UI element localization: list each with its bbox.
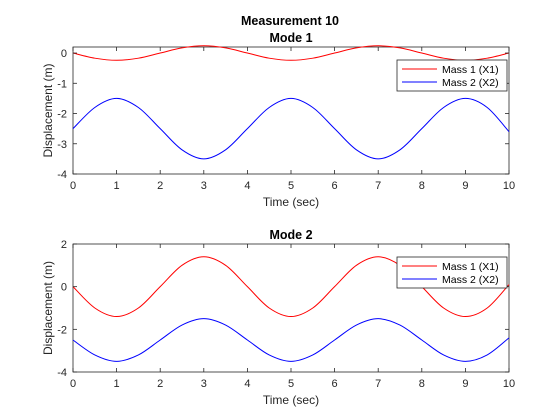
x-tick-label: 7: [375, 378, 381, 390]
y-axis-label: Displacement (m): [41, 261, 55, 355]
x-tick-label: 6: [332, 378, 338, 390]
series-line-2: [72, 97, 510, 160]
x-tick-label: 1: [114, 378, 120, 390]
x-tick-label: 7: [375, 180, 381, 192]
series-line-2: [72, 318, 510, 362]
legend-label: Mass 2 (X2): [442, 274, 499, 286]
x-tick-label: 0: [70, 180, 76, 192]
x-tick-label: 8: [419, 378, 425, 390]
x-tick-label: 2: [157, 378, 163, 390]
legend-label: Mass 1 (X1): [442, 64, 499, 76]
x-tick-label: 10: [503, 180, 515, 192]
y-tick-label: -2: [57, 109, 67, 121]
x-tick-label: 9: [462, 378, 468, 390]
x-tick-label: 4: [244, 180, 250, 192]
legend: Mass 1 (X1)Mass 2 (X2): [396, 59, 508, 92]
x-tick-label: 5: [288, 378, 294, 390]
x-axis-label: Time (sec): [263, 393, 319, 407]
x-axis-label: Time (sec): [263, 195, 319, 209]
x-tick-label: 10: [503, 378, 515, 390]
axes-mode-2: Mode 2 0 1 2 3 4 5 6 7 8 9 10 2 0 -2 -4 Time (sec) Displa…: [41, 228, 515, 407]
y-tick-label: -3: [57, 139, 67, 151]
y-tick-label: -1: [57, 78, 67, 90]
x-tick-label: 1: [114, 180, 120, 192]
x-tick-label: 4: [244, 378, 250, 390]
x-tick-label: 5: [288, 180, 294, 192]
y-axis-label: Displacement (m): [41, 63, 55, 157]
axes-mode-1: Mode 1 0 1 2 3 4 5 6 7 8 9 10 0 -1 -2 -3 -4 Time (sec) Dis…: [41, 31, 515, 209]
x-tick-label: 2: [157, 180, 163, 192]
figure-suptitle: Measurement 10: [241, 14, 339, 28]
subplot-title: Mode 1: [269, 31, 312, 45]
series-line-1: [72, 45, 510, 61]
series-line-1: [72, 256, 510, 318]
legend-box: [396, 256, 508, 289]
y-tick-label: 2: [61, 239, 67, 251]
x-tick-label: 3: [201, 378, 207, 390]
legend-box: [396, 59, 508, 92]
x-tick-label: 0: [70, 378, 76, 390]
x-tick-label: 6: [332, 180, 338, 192]
legend: Mass 1 (X1)Mass 2 (X2): [396, 256, 508, 289]
y-tick-label: 0: [61, 282, 67, 294]
y-tick-label: -4: [57, 367, 67, 379]
x-tick-label: 9: [462, 180, 468, 192]
x-tick-label: 3: [201, 180, 207, 192]
legend-label: Mass 1 (X1): [442, 261, 499, 273]
legend-label: Mass 2 (X2): [442, 77, 499, 89]
y-tick-label: -4: [57, 169, 67, 181]
y-tick-label: 0: [61, 48, 67, 60]
x-tick-label: 8: [419, 180, 425, 192]
subplot-title: Mode 2: [269, 228, 312, 242]
y-tick-label: -2: [57, 324, 67, 336]
